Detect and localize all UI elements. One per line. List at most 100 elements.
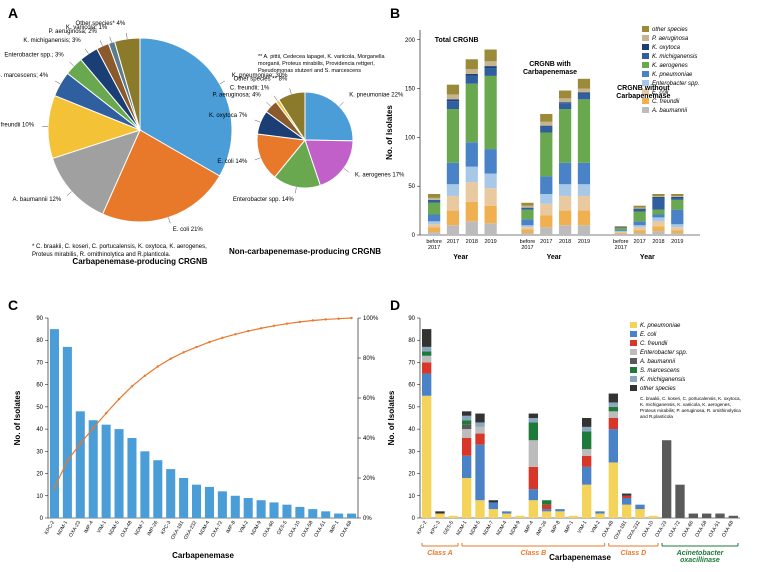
bar-segment bbox=[671, 197, 683, 198]
svg-text:150: 150 bbox=[405, 87, 416, 93]
class-bracket-label: Class B bbox=[520, 550, 546, 557]
bar-segment bbox=[485, 68, 497, 76]
x-tick-label: OXA-51 bbox=[313, 520, 327, 539]
legend-swatch bbox=[630, 349, 637, 355]
bar-segment bbox=[521, 203, 533, 206]
svg-text:90: 90 bbox=[408, 316, 415, 322]
footnote: Pseudomonas stutzeri and S. marcescens bbox=[258, 68, 361, 74]
bar bbox=[282, 505, 291, 518]
x-tick-label: 2017 bbox=[615, 245, 627, 251]
legend-swatch bbox=[642, 44, 649, 50]
bar-segment bbox=[466, 69, 478, 74]
bar-segment bbox=[529, 440, 538, 467]
bar-segment bbox=[542, 509, 551, 511]
svg-text:No. of Isolates: No. of Isolates bbox=[385, 105, 394, 160]
bar bbox=[321, 511, 330, 518]
bar-segment bbox=[435, 511, 444, 513]
cumulative-line bbox=[54, 318, 351, 488]
bar-segment bbox=[447, 211, 459, 226]
svg-text:90: 90 bbox=[36, 316, 43, 322]
legend-swatch bbox=[630, 376, 637, 382]
bar-segment bbox=[652, 196, 664, 197]
bar-segment bbox=[540, 126, 552, 127]
svg-text:50: 50 bbox=[36, 405, 43, 411]
bar-segment bbox=[634, 227, 646, 230]
bar-segment bbox=[428, 221, 440, 224]
bar-segment bbox=[540, 215, 552, 227]
slice-label: Other species ** 8% bbox=[234, 77, 288, 83]
svg-text:60%: 60% bbox=[363, 396, 376, 402]
bar-segment bbox=[542, 511, 551, 518]
legend-label: S. marcescens bbox=[640, 368, 680, 374]
bar-segment bbox=[462, 438, 471, 456]
bar-segment bbox=[475, 427, 484, 434]
bar-segment bbox=[428, 194, 440, 198]
svg-text:20%: 20% bbox=[363, 476, 376, 482]
bar-segment bbox=[521, 233, 533, 235]
slice-label: Enterobacter spp.; 3% bbox=[4, 52, 64, 58]
legend-label: P. aeruginosa bbox=[652, 36, 689, 42]
bar-segment bbox=[462, 416, 471, 420]
legend-label: K. oxytoca bbox=[652, 45, 681, 51]
bar-segment bbox=[555, 509, 564, 511]
bar-segment bbox=[475, 414, 484, 423]
x-tick-label: IMP-4 bbox=[83, 520, 95, 535]
pie-slice bbox=[305, 92, 353, 141]
svg-text:0: 0 bbox=[412, 233, 416, 239]
bar-segment bbox=[582, 485, 591, 518]
x-tick-label: OXA-48 bbox=[601, 520, 615, 539]
bar-segment bbox=[422, 356, 431, 363]
bar-segment bbox=[559, 225, 571, 235]
x-axis-label: Year bbox=[453, 254, 468, 261]
x-tick-label: IMP-1 bbox=[328, 520, 340, 535]
slice-label: K. michiganensis; 3% bbox=[23, 38, 81, 44]
legend-swatch bbox=[630, 367, 637, 373]
legend-label: K. pneumoniae bbox=[640, 323, 681, 329]
bar bbox=[218, 491, 227, 518]
slice-label: C. freundii 10% bbox=[0, 122, 35, 128]
bar-segment bbox=[489, 502, 498, 509]
bar bbox=[231, 496, 240, 518]
x-tick-label: KPC-3 bbox=[429, 520, 442, 536]
bar-segment bbox=[652, 221, 664, 226]
legend-label: K. aerogenes bbox=[652, 63, 688, 69]
x-tick-label: 2017 bbox=[521, 245, 533, 251]
pieA1-title: Carbapenemase-producing CRGNB bbox=[72, 257, 207, 266]
bar-segment bbox=[559, 163, 571, 184]
class-bracket-label: Class A bbox=[427, 550, 452, 557]
figure-svg: ABCDK. pneumoniae; 30%E. coli 21%A. baum… bbox=[0, 0, 764, 572]
bar-segment bbox=[521, 210, 533, 220]
footnote: morganii, Proteus mirabilis, Providencia… bbox=[258, 61, 375, 67]
bar-segment bbox=[729, 516, 738, 518]
legend-label: C. freundii bbox=[640, 341, 668, 347]
bar-segment bbox=[447, 109, 459, 163]
bar-segment bbox=[462, 420, 471, 424]
bar-segment bbox=[515, 516, 524, 518]
bar bbox=[115, 429, 124, 518]
bar-segment bbox=[422, 396, 431, 518]
bar bbox=[308, 509, 317, 518]
bar-segment bbox=[521, 206, 533, 208]
x-tick-label: OXA-51 bbox=[708, 520, 722, 539]
bar-segment bbox=[609, 394, 618, 403]
x-tick-label: OXA-23 bbox=[68, 520, 82, 539]
bar-segment bbox=[671, 230, 683, 233]
slice-label: P. aeruginosa; 4% bbox=[212, 93, 261, 99]
bar-segment bbox=[662, 440, 671, 518]
class-bracket-label: Class D bbox=[620, 550, 646, 557]
svg-text:50: 50 bbox=[408, 405, 415, 411]
bar-segment bbox=[559, 211, 571, 226]
legend-swatch bbox=[642, 62, 649, 68]
bar-segment bbox=[578, 99, 590, 162]
slice-label: Other species* 4% bbox=[76, 21, 126, 27]
bar-segment bbox=[529, 467, 538, 489]
bar-segment bbox=[462, 478, 471, 518]
bar-segment bbox=[595, 514, 604, 518]
x-tick-label: 2017 bbox=[428, 245, 440, 251]
bar-segment bbox=[475, 445, 484, 501]
x-tick-label: NDM-7 bbox=[482, 520, 495, 537]
bar-segment bbox=[652, 210, 664, 215]
bar bbox=[89, 420, 98, 518]
bar-segment bbox=[540, 133, 552, 177]
svg-text:200: 200 bbox=[405, 38, 416, 44]
